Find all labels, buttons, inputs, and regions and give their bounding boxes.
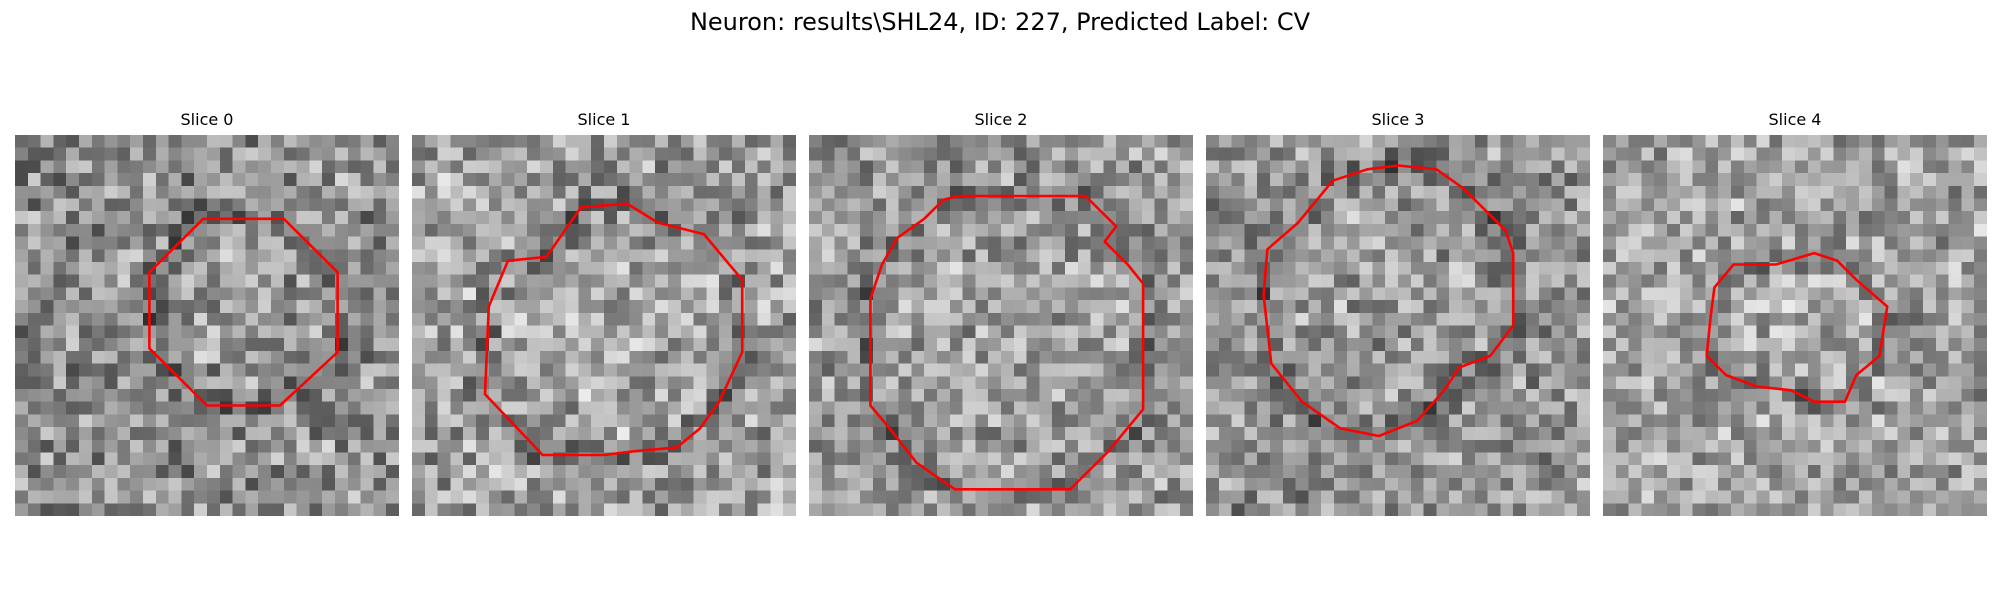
slice-image-1 [412, 135, 796, 516]
roi-contour [869, 194, 1145, 491]
pixel-grid [15, 135, 399, 516]
pixel-grid [1603, 135, 1987, 516]
slice-panel-4: Slice 4 [1603, 108, 1987, 516]
roi-contour [483, 202, 744, 457]
slice-image-2 [809, 135, 1193, 516]
slice-title-3: Slice 3 [1371, 110, 1425, 129]
slice-title-4: Slice 4 [1768, 110, 1822, 129]
slice-panel-0: Slice 0 [15, 108, 399, 516]
figure-title: Neuron: results\SHL24, ID: 227, Predicte… [689, 8, 1311, 36]
roi-contour [148, 217, 339, 407]
roi-contour [1262, 164, 1515, 438]
roi-contour [1705, 251, 1889, 404]
slice-image-3 [1206, 135, 1590, 516]
pixel-grid [412, 135, 796, 516]
slice-panel-3: Slice 3 [1206, 108, 1590, 516]
pixel-grid [1206, 135, 1590, 516]
slice-image-0 [15, 135, 399, 516]
slice-panel-1: Slice 1 [412, 108, 796, 516]
slice-title-1: Slice 1 [577, 110, 631, 129]
slice-image-4 [1603, 135, 1987, 516]
slice-title-2: Slice 2 [974, 110, 1028, 129]
slice-panel-2: Slice 2 [809, 108, 1193, 516]
pixel-grid [809, 135, 1193, 516]
slice-title-0: Slice 0 [180, 110, 234, 129]
